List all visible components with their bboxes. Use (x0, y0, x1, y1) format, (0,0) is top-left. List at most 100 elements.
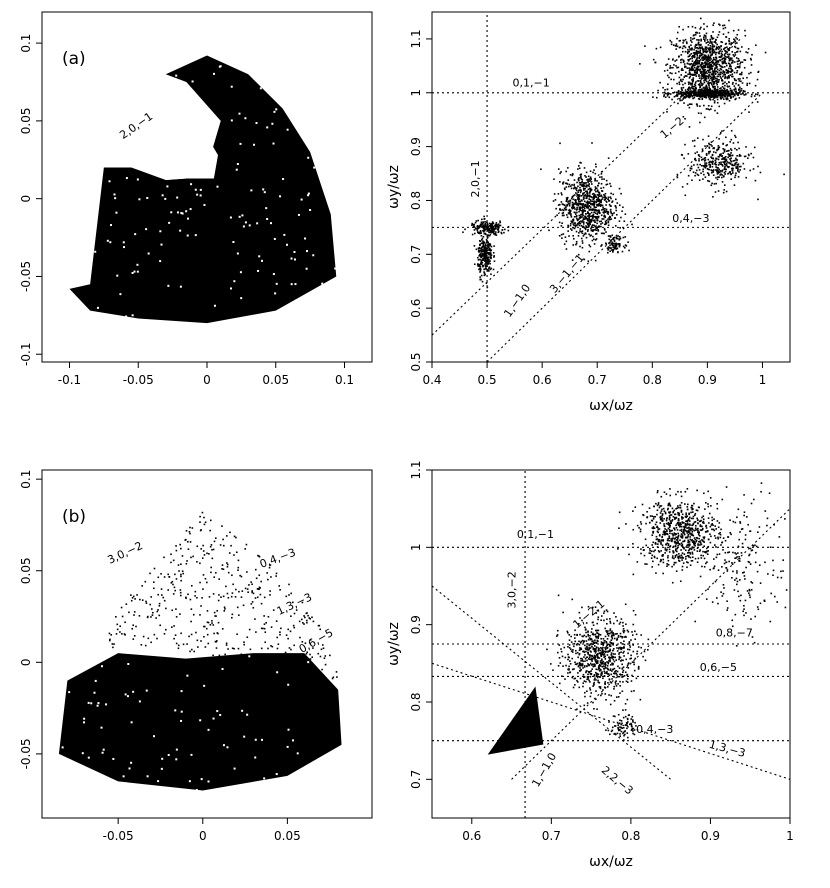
orbit-point (602, 206, 604, 209)
orbit-point (694, 157, 696, 160)
orbit-point (627, 241, 629, 243)
orbit-point (260, 580, 262, 583)
orbit-point (702, 138, 704, 141)
orbit-point (200, 605, 202, 607)
orbit-point (588, 194, 591, 196)
orbit-point (187, 540, 189, 543)
orbit-point (623, 220, 626, 223)
orbit-point (570, 216, 573, 218)
orbit-point (200, 640, 202, 642)
orbit-point (711, 165, 714, 168)
orbit-point (686, 552, 689, 554)
orbit-point (572, 219, 575, 222)
orbit-point (656, 557, 659, 560)
orbit-point (483, 225, 486, 228)
orbit-point (670, 78, 672, 81)
orbit-point (488, 222, 491, 225)
resonance-annotation: 0,6,−5 (297, 626, 336, 656)
orbit-point (498, 225, 501, 227)
orbit-point (716, 112, 719, 114)
orbit-point (486, 257, 489, 259)
orbit-point (659, 46, 662, 49)
orbit-point (705, 527, 708, 529)
orbit-point (615, 209, 618, 212)
resonance-line (486, 92, 763, 362)
orbit-point (697, 166, 700, 169)
orbit-point (678, 40, 681, 42)
orbit-point (582, 217, 585, 219)
orbit-point (707, 108, 709, 110)
point-gap (82, 721, 85, 724)
orbit-point (652, 541, 655, 544)
orbit-point (610, 239, 613, 241)
orbit-point (124, 634, 126, 636)
orbit-point (594, 233, 597, 235)
orbit-point (248, 628, 251, 631)
orbit-point (581, 216, 583, 218)
orbit-point (593, 679, 596, 681)
y-tick-label: 0.05 (19, 557, 33, 584)
orbit-point (695, 87, 697, 90)
orbit-point (703, 87, 705, 90)
orbit-point (713, 96, 716, 98)
point-gap (160, 243, 163, 246)
orbit-point (716, 98, 719, 101)
orbit-point (695, 44, 698, 47)
orbit-point (680, 544, 683, 547)
orbit-point (595, 217, 598, 220)
orbit-point (666, 517, 668, 519)
orbit-point (679, 580, 682, 583)
orbit-point (690, 94, 693, 97)
orbit-point (715, 176, 717, 179)
orbit-point (486, 263, 488, 265)
orbit-point (592, 683, 595, 685)
orbit-point (712, 157, 715, 160)
orbit-point (723, 71, 726, 73)
orbit-point (587, 201, 589, 203)
orbit-point (584, 695, 586, 698)
orbit-point (598, 210, 600, 213)
orbit-point (609, 209, 612, 211)
point-gap (191, 80, 194, 83)
orbit-point (231, 574, 233, 577)
orbit-point (579, 208, 582, 210)
orbit-point (645, 522, 647, 525)
orbit-point (720, 52, 723, 55)
orbit-point (700, 78, 703, 80)
orbit-point (128, 611, 130, 614)
orbit-point (575, 243, 577, 246)
orbit-point (588, 664, 591, 666)
orbit-point (631, 674, 633, 677)
orbit-point (483, 256, 486, 259)
orbit-point (710, 524, 713, 526)
orbit-point (660, 505, 663, 507)
orbit-point (507, 225, 510, 228)
orbit-point (731, 73, 734, 76)
orbit-point (673, 78, 675, 81)
orbit-point (684, 537, 687, 539)
orbit-point (724, 46, 727, 49)
orbit-point (601, 218, 604, 220)
orbit-point (151, 614, 154, 616)
orbit-point (485, 253, 487, 255)
orbit-point (680, 78, 682, 81)
orbit-point (592, 217, 594, 219)
orbit-point (731, 90, 733, 93)
orbit-point (710, 35, 713, 38)
orbit-point (718, 161, 721, 164)
orbit-point (231, 647, 234, 650)
orbit-point (736, 163, 738, 166)
point-gap (126, 695, 129, 698)
orbit-point (201, 557, 204, 559)
orbit-point (487, 251, 489, 254)
orbit-point (605, 242, 607, 245)
orbit-point (713, 100, 716, 102)
orbit-point (484, 254, 487, 257)
orbit-point (561, 237, 563, 239)
orbit-point (610, 205, 612, 207)
orbit-point (479, 223, 482, 226)
orbit-point (694, 33, 697, 36)
orbit-point (690, 511, 692, 514)
orbit-point (707, 490, 710, 493)
orbit-point (696, 151, 698, 153)
